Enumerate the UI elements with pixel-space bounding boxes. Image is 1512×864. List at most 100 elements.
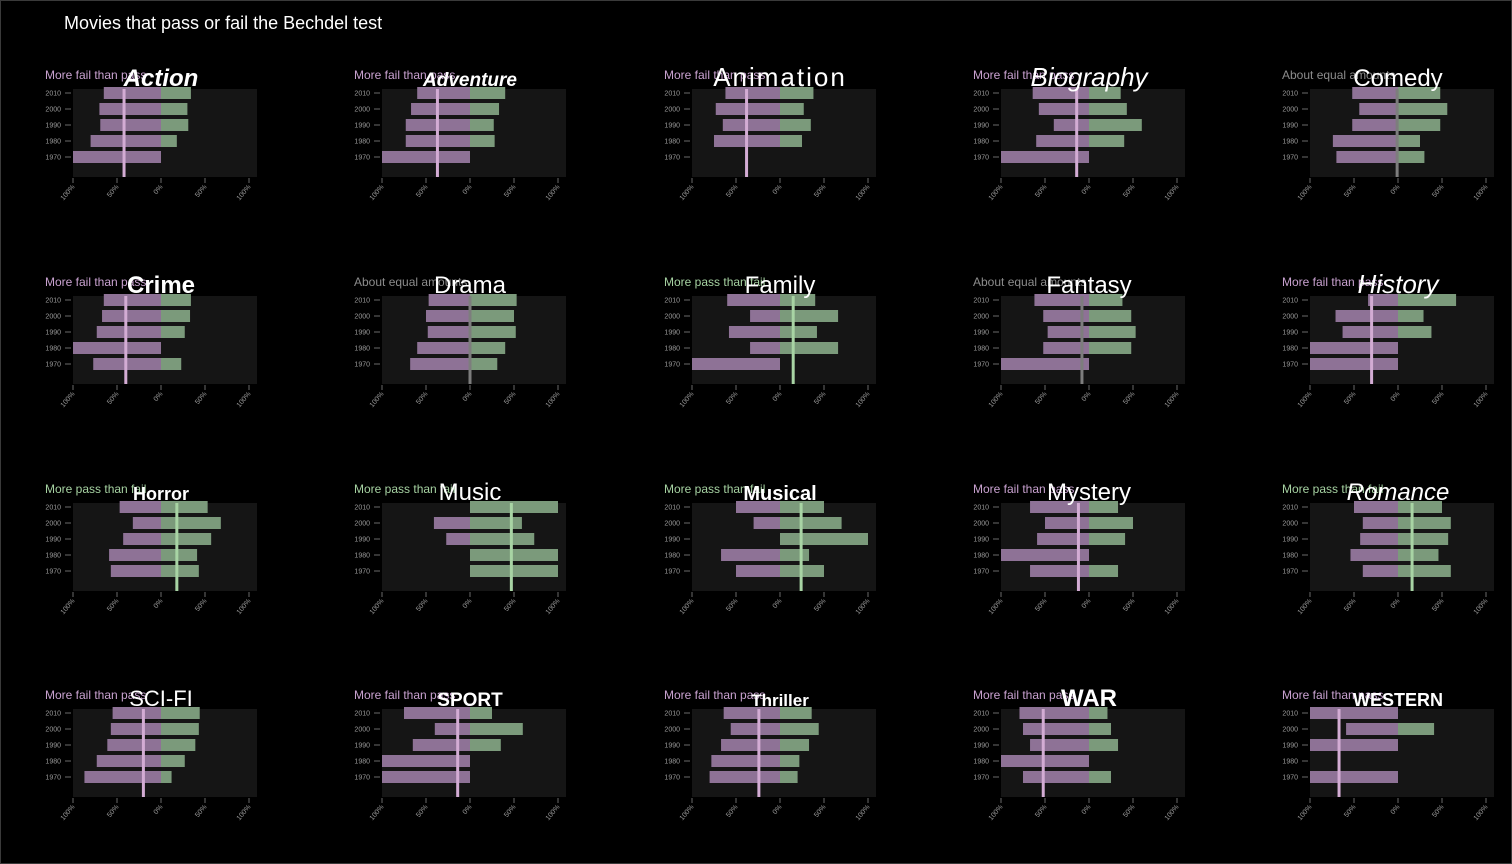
x-tick-label: 50%: [1431, 184, 1445, 199]
genre-title-romance: Romance: [1347, 479, 1450, 506]
year-tick-label: 1970: [664, 775, 680, 782]
year-tick-label: 1990: [664, 330, 680, 337]
year-tick-label: 1980: [973, 139, 989, 146]
year-tick-label: 1990: [973, 330, 989, 337]
bar-fail-2000: [1043, 310, 1089, 322]
year-tick-label: 1990: [664, 743, 680, 750]
bar-pass-2010: [780, 87, 814, 99]
year-tick-label: 1980: [45, 139, 61, 146]
bar-fail-1970: [73, 151, 161, 163]
x-tick-label: 100%: [679, 184, 696, 202]
bar-fail-1990: [100, 119, 161, 131]
year-tick-label: 1990: [45, 537, 61, 544]
x-tick-label: 0%: [153, 184, 165, 196]
year-tick-label: 1990: [664, 537, 680, 544]
x-tick-label: 100%: [1473, 598, 1490, 616]
genre-title-sci-fi: SCI-FI: [129, 686, 193, 711]
x-tick-label: 0%: [462, 184, 474, 196]
x-tick-label: 100%: [60, 184, 77, 202]
year-tick-label: 2010: [973, 711, 989, 718]
x-tick-label: 50%: [106, 184, 120, 199]
tendency-label: More fail than pass: [45, 275, 146, 289]
genre-title-horror: Horror: [133, 484, 189, 504]
x-tick-label: 50%: [503, 598, 517, 613]
x-tick-label: 50%: [1122, 184, 1136, 199]
bar-pass-1990: [780, 739, 810, 751]
x-tick-label: 50%: [1343, 184, 1357, 199]
genre-title-biography: Biography: [1030, 62, 1149, 92]
bar-pass-2000: [780, 103, 804, 115]
year-tick-label: 1970: [354, 362, 370, 369]
panel-background: [692, 709, 876, 797]
panel-sport: 2010 2000 1990 1980 1970 100% 50% 0% 50% 100% More…: [354, 688, 566, 822]
bar-pass-2000: [470, 723, 523, 735]
year-tick-label: 1980: [1282, 139, 1298, 146]
x-tick-label: 50%: [1034, 598, 1048, 613]
year-tick-label: 2010: [664, 711, 680, 718]
x-tick-label: 100%: [679, 804, 696, 822]
bar-pass-2010: [161, 501, 208, 513]
bar-fail-2010: [725, 87, 780, 99]
bar-pass-2010: [161, 294, 191, 306]
bar-fail-2010: [103, 294, 161, 306]
year-tick-label: 1980: [973, 346, 989, 353]
year-tick-label: 1990: [45, 123, 61, 130]
bar-pass-2010: [1089, 294, 1123, 306]
year-tick-label: 1970: [664, 155, 680, 162]
x-tick-label: 50%: [1122, 804, 1136, 819]
year-tick-label: 1980: [664, 346, 680, 353]
x-tick-label: 0%: [1081, 391, 1093, 403]
year-tick-label: 1970: [1282, 155, 1298, 162]
x-tick-label: 50%: [1122, 598, 1136, 613]
panel-fantasy: 2010 2000 1990 1980 1970 100% 50% 0% 50% 100% Abou…: [973, 272, 1185, 409]
year-tick-label: 1980: [354, 759, 370, 766]
year-tick-label: 1980: [664, 759, 680, 766]
year-tick-label: 2000: [1282, 314, 1298, 321]
bar-fail-1990: [427, 326, 470, 338]
x-tick-label: 0%: [1081, 598, 1093, 610]
bar-fail-1980: [109, 549, 161, 561]
bar-pass-1990: [1398, 326, 1432, 338]
bar-pass-1980: [161, 755, 185, 767]
bar-fail-2000: [1038, 103, 1089, 115]
bar-pass-1980: [1398, 135, 1420, 147]
panel-background: [692, 503, 876, 591]
x-tick-label: 50%: [1431, 598, 1445, 613]
bar-fail-1970: [1001, 358, 1089, 370]
bar-fail-2000: [753, 517, 780, 529]
bar-fail-1980: [382, 755, 470, 767]
bar-pass-2000: [780, 517, 842, 529]
genre-title-mystery: Mystery: [1047, 479, 1131, 506]
bar-pass-2000: [1398, 723, 1435, 735]
bar-pass-2010: [1398, 501, 1442, 513]
bar-fail-1980: [417, 342, 470, 354]
year-tick-label: 2010: [354, 711, 370, 718]
bar-fail-2010: [1019, 707, 1089, 719]
bar-pass-1970: [470, 565, 558, 577]
year-tick-label: 2010: [45, 505, 61, 512]
panel-western: 2010 2000 1990 1980 1970 100% 50% 0% 50% 100% More…: [1282, 688, 1494, 822]
panel-background: [1001, 709, 1185, 797]
bar-fail-2010: [723, 707, 780, 719]
bar-pass-1990: [780, 119, 811, 131]
bar-fail-2010: [1032, 87, 1089, 99]
year-tick-label: 1990: [354, 743, 370, 750]
genre-title-family: Family: [745, 272, 816, 299]
year-tick-label: 1990: [973, 743, 989, 750]
year-tick-label: 1980: [664, 553, 680, 560]
x-tick-label: 100%: [236, 804, 253, 822]
panel-animation: 2010 2000 1990 1980 1970 100% 50% 0% 50% 100% More…: [664, 62, 876, 202]
tendency-label: More fail than pass: [973, 688, 1074, 702]
genre-title-musical: Musical: [743, 483, 816, 505]
x-tick-label: 0%: [1390, 184, 1402, 196]
x-tick-label: 100%: [545, 804, 562, 822]
year-tick-label: 1980: [973, 553, 989, 560]
year-tick-label: 1970: [354, 569, 370, 576]
year-tick-label: 1980: [1282, 759, 1298, 766]
bar-fail-1990: [1360, 533, 1398, 545]
year-tick-label: 2010: [354, 91, 370, 98]
bar-fail-2000: [99, 103, 161, 115]
year-tick-label: 2000: [664, 727, 680, 734]
bar-pass-2000: [161, 517, 221, 529]
bar-fail-1970: [410, 358, 470, 370]
